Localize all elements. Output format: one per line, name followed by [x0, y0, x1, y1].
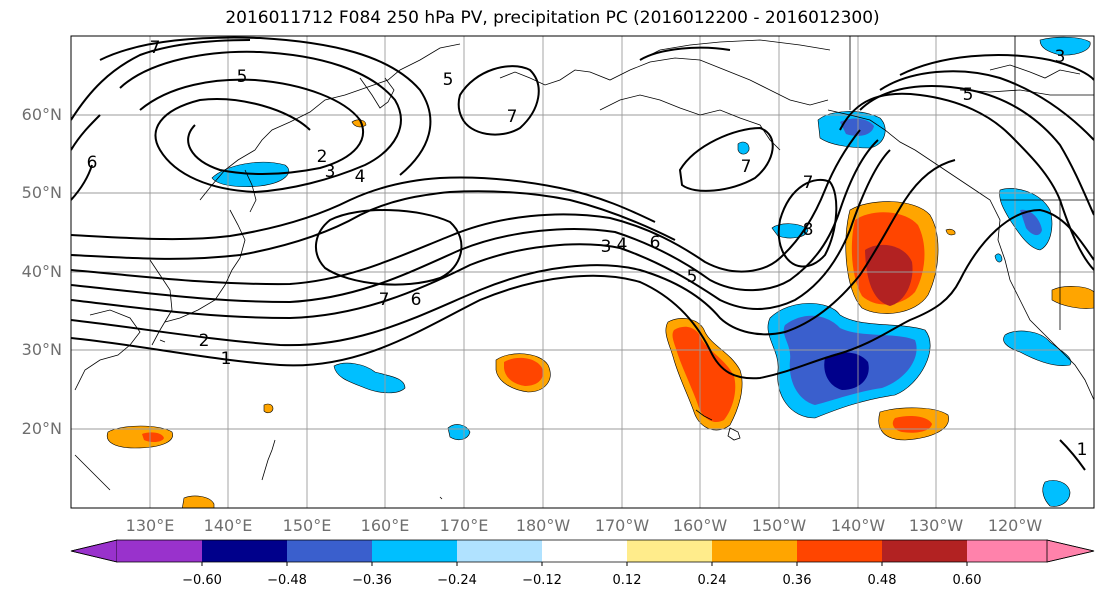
contour-label-group: 7 5 6 2 3 4 5 7 7 3 4 6 5 7 6 2 1 7 8 5 … — [87, 38, 1088, 460]
lon-label: 150°W — [751, 516, 807, 535]
plot-title: 2016011712 F084 250 hPa PV, precipitatio… — [225, 8, 880, 28]
colorbar-swatch — [542, 540, 627, 562]
colorbar-swatch — [797, 540, 882, 562]
colorbar-tick-label: 0.24 — [697, 573, 727, 588]
lat-label: 50°N — [21, 183, 62, 202]
map-frame — [70, 35, 1095, 509]
contour-label: 2 — [199, 331, 210, 351]
lon-label: 180°W — [515, 516, 571, 535]
contour-label: 5 — [963, 85, 974, 105]
coastlines — [74, 36, 1094, 500]
lat-label: 40°N — [21, 262, 62, 281]
contour-label: 7 — [741, 157, 752, 177]
lon-label: 170°W — [594, 516, 650, 535]
contour-label: 2 — [317, 147, 328, 167]
colorbar-tick-label: 0.48 — [867, 573, 897, 588]
colorbar-tick-label: −0.24 — [437, 573, 477, 588]
lon-label: 130°E — [125, 516, 175, 535]
contour-label: 8 — [803, 220, 814, 240]
colorbar-swatch — [117, 540, 202, 562]
lon-label: 160°W — [672, 516, 728, 535]
lon-label: 140°W — [830, 516, 886, 535]
colorbar-tick-label: 0.60 — [952, 573, 982, 588]
lon-label: 120°W — [987, 516, 1043, 535]
lon-label: 140°E — [203, 516, 253, 535]
colorbar-swatch — [202, 540, 287, 562]
colorbar-extend-max — [1046, 539, 1095, 563]
colorbar-tick-label: −0.36 — [352, 573, 392, 588]
lat-label: 60°N — [21, 105, 62, 124]
contour-label: 3 — [601, 237, 612, 257]
contour-label: 4 — [355, 167, 366, 187]
contour-label: 7 — [507, 107, 518, 127]
contour-label: 1 — [1077, 440, 1088, 460]
colorbar-tick-label: 0.36 — [782, 573, 812, 588]
lon-label: 130°W — [908, 516, 964, 535]
colorbar-tick-label: −0.12 — [522, 573, 562, 588]
colorbar — [70, 539, 1095, 566]
colorbar-tick-label: −0.48 — [267, 573, 307, 588]
pv-contours — [71, 36, 1094, 471]
colorbar-tick-label: −0.60 — [182, 573, 222, 588]
contour-label: 1 — [221, 349, 232, 369]
lat-label: 30°N — [21, 340, 62, 359]
contour-label: 4 — [617, 235, 628, 255]
colorbar-swatch — [457, 540, 542, 562]
contour-label: 5 — [687, 267, 698, 287]
colorbar-extend-min — [70, 539, 118, 563]
colorbar-swatch — [627, 540, 712, 562]
colorbar-swatch — [712, 540, 797, 562]
colorbar-swatch — [882, 540, 967, 562]
contour-label: 6 — [650, 233, 661, 253]
colorbar-swatch — [372, 540, 457, 562]
lat-label: 20°N — [21, 419, 62, 438]
lon-label: 150°E — [282, 516, 332, 535]
precip-shading — [106, 36, 1094, 508]
contour-label: 6 — [87, 153, 98, 173]
contour-label: 6 — [411, 290, 422, 310]
contour-label: 3 — [325, 162, 336, 182]
lon-label: 160°E — [360, 516, 410, 535]
contour-label: 7 — [150, 38, 161, 58]
contour-label: 5 — [237, 67, 248, 87]
colorbar-swatch — [287, 540, 372, 562]
contour-label: 7 — [803, 173, 814, 193]
contour-label: 3 — [1055, 47, 1066, 67]
contour-label: 5 — [443, 70, 454, 90]
colorbar-tick-label: 0.12 — [612, 573, 642, 588]
contour-label: 7 — [379, 290, 390, 310]
colorbar-swatch — [967, 540, 1047, 562]
lon-label: 170°E — [439, 516, 489, 535]
